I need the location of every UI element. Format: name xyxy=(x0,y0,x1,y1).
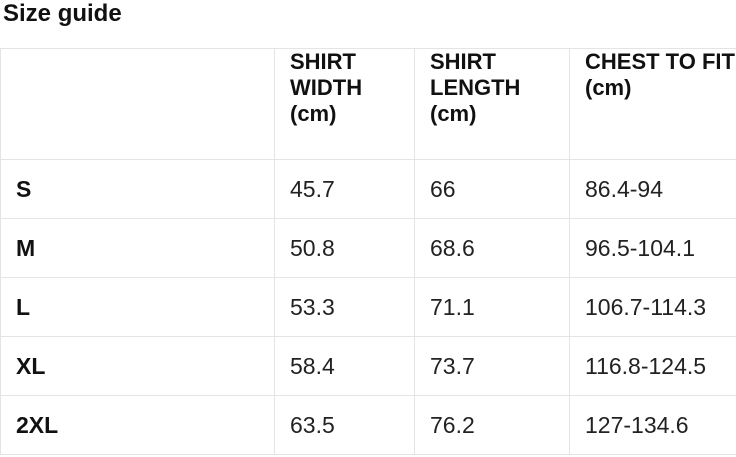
shirt-width-value: 50.8 xyxy=(274,218,415,278)
shirt-width-value: 63.5 xyxy=(274,395,415,455)
size-label: L xyxy=(0,277,275,337)
shirt-width-value: 45.7 xyxy=(274,159,415,219)
chest-to-fit-value: 86.4-94 xyxy=(569,159,736,219)
table-row-l: L 53.3 71.1 106.7-114.3 xyxy=(0,277,736,337)
chest-to-fit-value: 96.5-104.1 xyxy=(569,218,736,278)
shirt-width-value: 58.4 xyxy=(274,336,415,396)
table-row-s: S 45.7 66 86.4-94 xyxy=(0,159,736,219)
page-title: Size guide xyxy=(3,0,122,27)
size-label: M xyxy=(0,218,275,278)
table-header-row: SHIRT WIDTH (cm) SHIRT LENGTH (cm) CHEST… xyxy=(0,48,736,160)
table-row-xl: XL 58.4 73.7 116.8-124.5 xyxy=(0,336,736,396)
header-shirt-length: SHIRT LENGTH (cm) xyxy=(414,48,570,160)
chest-to-fit-value: 127-134.6 xyxy=(569,395,736,455)
size-label: S xyxy=(0,159,275,219)
size-label: XL xyxy=(0,336,275,396)
shirt-width-value: 53.3 xyxy=(274,277,415,337)
chest-to-fit-value: 116.8-124.5 xyxy=(569,336,736,396)
header-chest-to-fit: CHEST TO FIT (cm) xyxy=(569,48,736,160)
chest-to-fit-value: 106.7-114.3 xyxy=(569,277,736,337)
shirt-length-value: 76.2 xyxy=(414,395,570,455)
size-label: 2XL xyxy=(0,395,275,455)
header-shirt-width: SHIRT WIDTH (cm) xyxy=(274,48,415,160)
table-row-m: M 50.8 68.6 96.5-104.1 xyxy=(0,218,736,278)
shirt-length-value: 68.6 xyxy=(414,218,570,278)
size-guide-table: SHIRT WIDTH (cm) SHIRT LENGTH (cm) CHEST… xyxy=(0,48,736,455)
table-row-2xl: 2XL 63.5 76.2 127-134.6 xyxy=(0,395,736,455)
shirt-length-value: 66 xyxy=(414,159,570,219)
header-size-blank xyxy=(0,48,275,160)
shirt-length-value: 71.1 xyxy=(414,277,570,337)
shirt-length-value: 73.7 xyxy=(414,336,570,396)
